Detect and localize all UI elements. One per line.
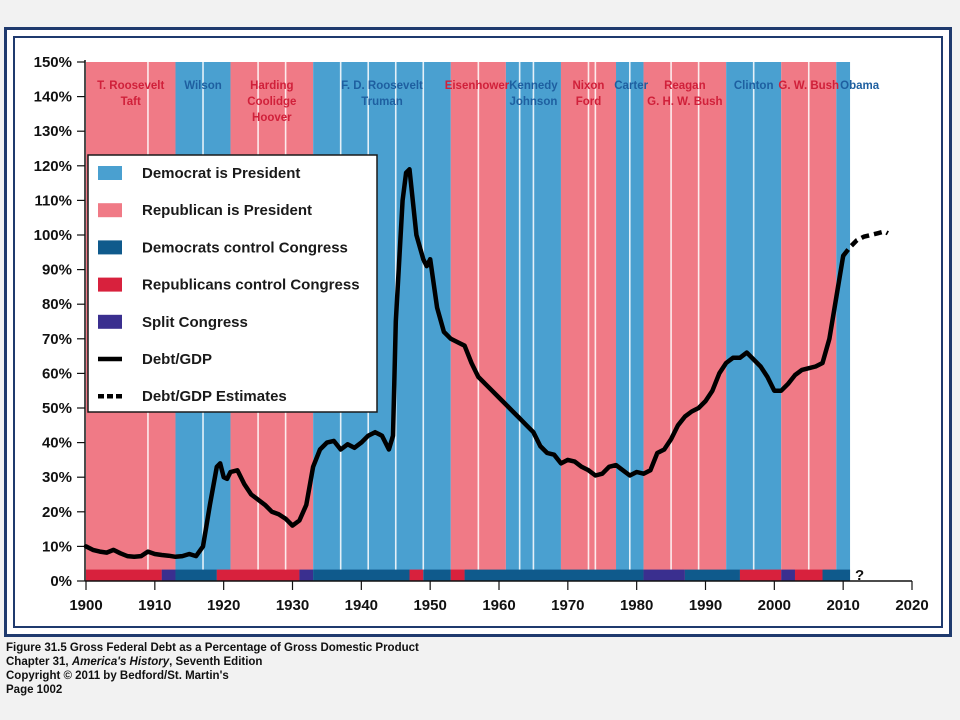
y-tick-label: 140% [34,89,72,106]
y-tick-label: 40% [42,435,72,452]
legend-label: Debt/GDP Estimates [142,388,287,405]
x-tick-label: 1910 [138,597,171,614]
caption-book-title: America's History [71,656,170,668]
x-tick-label: 1950 [413,597,446,614]
x-tick-label: 2000 [758,597,791,614]
president-label: Nixon [573,80,605,92]
president-label: F. D. Roosevelt [341,80,423,92]
congress-band [739,569,782,581]
x-tick-label: 2020 [895,597,928,614]
x-tick-label: 2010 [826,597,859,614]
y-tick-label: 0% [50,573,72,590]
congress-band [86,569,162,581]
legend-label: Republican is President [142,202,312,219]
congress-band [464,569,644,581]
y-tick-label: 90% [42,262,72,279]
legend-label: Democrat is President [142,165,300,182]
y-tick-label: 120% [34,158,72,175]
legend-swatch [98,277,122,292]
congress-band [175,569,217,581]
president-label: Clinton [734,80,774,92]
caption-chapter: Chapter 31, America's History, Seventh E… [6,655,419,669]
x-tick-label: 1930 [276,597,309,614]
y-tick-label: 70% [42,331,72,348]
y-tick-label: 130% [34,123,72,140]
president-label: G. W. Bush [778,80,839,92]
y-tick-label: 30% [42,469,72,486]
debt-lines [83,167,889,560]
figure-caption: Figure 31.5 Gross Federal Debt as a Perc… [6,641,419,697]
congress-band [781,569,795,581]
legend-swatch [98,203,122,218]
legend-box [87,154,378,413]
congress-band [299,569,314,581]
president-label: Kennedy [509,80,558,92]
president-label: Ford [576,96,602,108]
caption-page: Page 1002 [6,684,63,696]
x-tick-label: 1940 [345,597,378,614]
debt-estimate-line [841,229,889,258]
president-label: Coolidge [247,96,296,108]
debt-gdp-chart: ? T. Roosevelt Taft Wilson Harding Coolidge H… [34,54,929,614]
x-tick-label: 1920 [207,597,240,614]
x-tick-label: 1970 [551,597,584,614]
legend-label: Republicans control Congress [142,277,360,294]
congress-band [643,569,685,581]
congress-band [794,569,823,581]
legend-swatch [98,166,122,180]
x-tick-label: 1900 [69,597,102,614]
x-tick-label: 1990 [689,597,722,614]
congress-band [423,569,451,581]
y-tick-label: 150% [34,54,72,71]
president-label: Harding [250,80,293,92]
caption-copyright: Copyright © 2011 by Bedford/St. Martin's [6,670,229,682]
caption-title: Figure 31.5 Gross Federal Debt as a Perc… [6,642,419,654]
legend-label: Debt/GDP [142,351,212,368]
caption-chapter-prefix: Chapter 31, [6,656,72,668]
president-label: Obama [840,80,880,92]
congress-band [216,569,300,581]
presidency-band [643,62,727,581]
president-label: Reagan [664,80,706,92]
legend-label: Split Congress [142,314,248,331]
axes: 0% 10% 20% 30% 40% 50% 60% 70% 80% 90% 100% 110% 120… [34,54,929,614]
presidency-band [836,62,851,581]
congress-band [684,569,740,581]
debt-line [83,167,846,560]
president-label: Taft [121,96,141,108]
president-label: Truman [361,96,403,108]
congress-band [409,569,424,581]
y-tick-label: 80% [42,296,72,313]
legend-swatch [98,314,122,329]
president-label: T. Roosevelt [97,80,164,92]
y-tick-label: 100% [34,227,72,244]
y-tick-label: 50% [42,400,72,417]
y-tick-label: 10% [42,538,72,555]
president-label: G. H. W. Bush [647,96,722,108]
congress-strip: ? [86,567,864,584]
president-labels: T. Roosevelt Taft Wilson Harding Coolidge Hoo… [97,80,880,124]
y-tick-label: 60% [42,365,72,382]
legend-label: Democrats control Congress [142,239,348,256]
congress-band [161,569,176,581]
congress-future-marker: ? [855,567,864,584]
congress-band [313,569,410,581]
x-tick-label: 1960 [482,597,515,614]
president-label: Hoover [252,112,292,124]
president-label: Carter [614,80,648,92]
president-label: Wilson [184,80,222,92]
x-tick-label: 1980 [620,597,653,614]
chart-inner-border [13,36,943,628]
president-label: Johnson [509,96,557,108]
y-tick-label: 20% [42,504,72,521]
legend-swatch [98,240,122,255]
congress-band [822,569,851,581]
president-label: Eisenhower [445,80,510,92]
legend: Democrat is President Republican is Presi… [87,154,378,413]
congress-band [450,569,465,581]
y-tick-label: 110% [34,192,72,209]
caption-edition: , Seventh Edition [169,656,263,668]
